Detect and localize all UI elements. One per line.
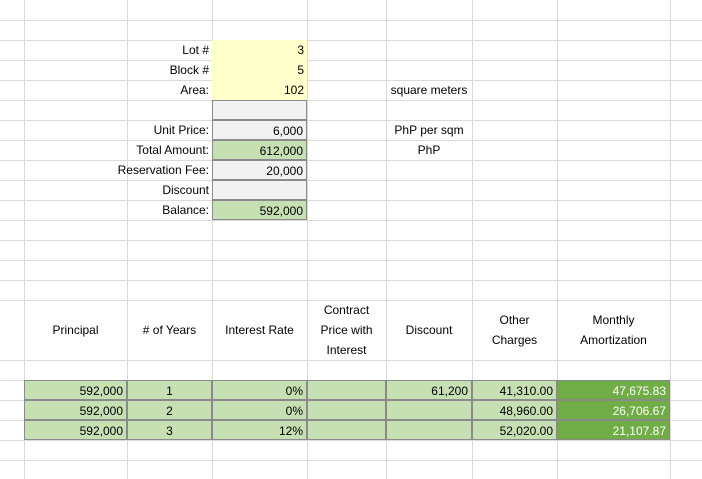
row1-rate-cell[interactable]: 0%: [212, 380, 307, 400]
header-years-text: # of Years: [142, 323, 197, 337]
blank-value-cell[interactable]: [212, 100, 307, 120]
row3-principal-cell[interactable]: 592,000: [24, 420, 127, 440]
row3-other-charges-cell[interactable]: 52,020.00: [472, 420, 557, 440]
row1-discount-cell[interactable]: 61,200: [386, 380, 472, 400]
header-monthly-line1: Monthly: [592, 313, 635, 327]
row3-years-cell[interactable]: 3: [127, 420, 212, 440]
block-label: Block #: [169, 63, 209, 77]
area-label: Area:: [180, 83, 209, 97]
row2-other-charges-cell[interactable]: 48,960.00: [472, 400, 557, 420]
header-contract-price: Contract Price with Interest: [307, 300, 386, 360]
header-other-charges: Other Charges: [472, 300, 557, 360]
header-contract-price-line3: Interest: [326, 343, 367, 357]
row2-monthly-cell[interactable]: 26,706.67: [557, 400, 670, 420]
area-unit-label: square meters: [390, 83, 468, 97]
row3-monthly-cell[interactable]: 21,107.87: [557, 420, 670, 440]
row1-contract-cell[interactable]: [307, 380, 386, 400]
balance-label: Balance:: [162, 203, 209, 217]
unit-price-value-cell[interactable]: 6,000: [212, 120, 307, 140]
row3-discount-cell[interactable]: [386, 420, 472, 440]
row3-contract-cell[interactable]: [307, 420, 386, 440]
row1-other-charges-cell[interactable]: 41,310.00: [472, 380, 557, 400]
area-value-cell[interactable]: 102: [212, 80, 307, 100]
total-amount-value-cell[interactable]: 612,000: [212, 140, 307, 160]
unit-price-unit-label: PhP per sqm: [394, 123, 464, 137]
row2-rate-cell[interactable]: 0%: [212, 400, 307, 420]
reservation-fee-label: Reservation Fee:: [117, 163, 209, 177]
header-principal-text: Principal: [52, 323, 99, 337]
discount-value-cell[interactable]: [212, 180, 307, 200]
row2-contract-cell[interactable]: [307, 400, 386, 420]
header-discount-text: Discount: [405, 323, 453, 337]
row2-years-cell[interactable]: 2: [127, 400, 212, 420]
row2-discount-cell[interactable]: [386, 400, 472, 420]
balance-value-cell[interactable]: 592,000: [212, 200, 307, 220]
row1-principal-cell[interactable]: 592,000: [24, 380, 127, 400]
row1-years-cell[interactable]: 1: [127, 380, 212, 400]
header-other-charges-line1: Other: [499, 313, 530, 327]
total-amount-unit-label: PhP: [417, 143, 441, 157]
lot-value-cell[interactable]: 3: [212, 40, 307, 60]
header-monthly-amortization: Monthly Amortization: [557, 300, 670, 360]
header-contract-price-line2: Price with: [320, 323, 373, 337]
header-interest-rate: Interest Rate: [212, 300, 307, 360]
header-discount: Discount: [386, 300, 472, 360]
lot-label: Lot #: [182, 43, 209, 57]
block-value-cell[interactable]: 5: [212, 60, 307, 80]
header-years: # of Years: [127, 300, 212, 360]
row3-rate-cell[interactable]: 12%: [212, 420, 307, 440]
unit-price-label: Unit Price:: [153, 123, 209, 137]
row2-principal-cell[interactable]: 592,000: [24, 400, 127, 420]
header-interest-rate-text: Interest Rate: [225, 323, 294, 337]
header-contract-price-line1: Contract: [323, 303, 370, 317]
reservation-fee-value-cell[interactable]: 20,000: [212, 160, 307, 180]
row1-monthly-cell[interactable]: 47,675.83: [557, 380, 670, 400]
discount-label: Discount: [162, 183, 209, 197]
header-monthly-line2: Amortization: [580, 333, 647, 347]
header-principal: Principal: [24, 300, 127, 360]
header-other-charges-line2: Charges: [491, 333, 538, 347]
total-amount-label: Total Amount:: [136, 143, 209, 157]
